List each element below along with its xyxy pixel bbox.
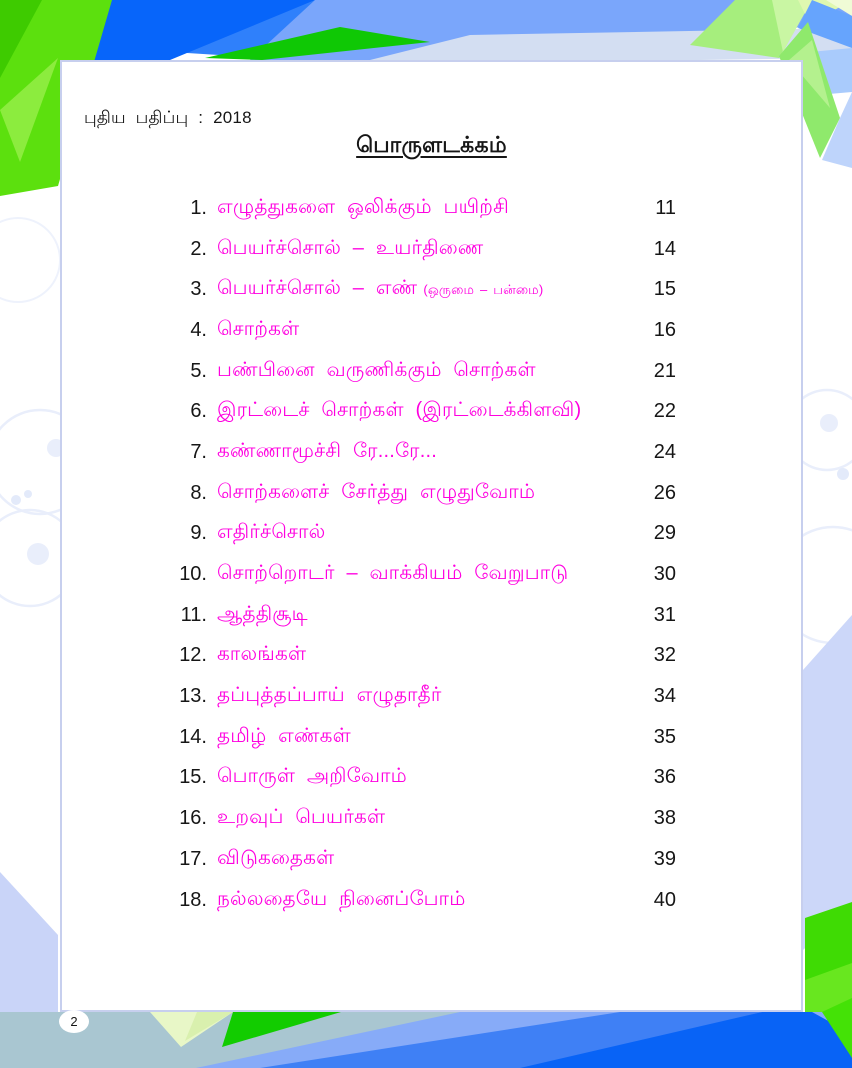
toc-row: 4. சொற்கள் 16 [169, 310, 676, 351]
toc-item-title: காலங்கள் [217, 643, 307, 666]
toc-row: 15. பொருள் அறிவோம் 36 [169, 758, 676, 799]
toc-row: 17. விடுகதைகள் 39 [169, 839, 676, 880]
toc-item-page-number: 40 [653, 888, 676, 911]
toc-item-page-number: 31 [653, 603, 676, 626]
toc-item-title: இரட்டைச் சொற்கள் (இரட்டைக்கிளவி) [217, 399, 582, 422]
toc-item-number: 13. [179, 685, 207, 708]
toc-row: 12. காலங்கள் 32 [169, 636, 676, 677]
toc-item-page-number: 22 [653, 400, 676, 423]
toc-row: 10. சொற்றொடர் – வாக்கியம் வேறுபாடு 30 [169, 554, 676, 595]
toc-item-number: 3. [190, 278, 207, 301]
toc-row: 6. இரட்டைச் சொற்கள் (இரட்டைக்கிளவி) 22 [169, 391, 676, 432]
edition-note: புதிய பதிப்பு : 2018 [84, 108, 252, 127]
toc-item-page-number: 21 [653, 359, 676, 382]
page-number-badge: 2 [59, 1010, 89, 1033]
toc-item-title: தப்புத்தப்பாய் எழுதாதீர் [217, 684, 442, 707]
toc-item-number: 15. [179, 766, 207, 789]
toc-item-page-number: 39 [653, 847, 676, 870]
toc-item-page-number: 34 [653, 685, 676, 708]
toc-item-title: எதிர்ச்சொல் [217, 521, 326, 544]
toc-item-title: பொருள் அறிவோம் [217, 765, 407, 788]
toc-item-page-number: 16 [653, 318, 676, 341]
toc-item-page-number: 29 [653, 522, 676, 545]
toc-item-number: 18. [179, 888, 207, 911]
toc-item-number: 17. [179, 847, 207, 870]
toc-item-page-number: 11 [655, 196, 676, 219]
toc-item-page-number: 30 [653, 563, 676, 586]
toc-item-title: சொற்கள் [217, 317, 300, 340]
toc-item-title: ஆத்திசூடி [217, 602, 308, 625]
toc-item-title: விடுகதைகள் [217, 846, 335, 869]
toc-item-number: 16. [179, 807, 207, 830]
content-panel: புதிய பதிப்பு : 2018 பொருளடக்கம் 1. எழுத… [60, 60, 803, 1012]
toc-row: 9. எதிர்ச்சொல் 29 [169, 514, 676, 555]
toc-item-number: 1. [190, 196, 207, 219]
toc-item-number: 12. [179, 644, 207, 667]
toc-item-title: தமிழ் எண்கள் [217, 724, 351, 747]
toc-item-page-number: 38 [653, 807, 676, 830]
toc-item-page-number: 36 [653, 766, 676, 789]
toc-row: 5. பண்பினை வருணிக்கும் சொற்கள் 21 [169, 351, 676, 392]
toc-item-number: 2. [190, 237, 207, 260]
toc-item-title: நல்லதையே நினைப்போம் [217, 887, 466, 910]
toc-item-page-number: 26 [653, 481, 676, 504]
toc-item-title: சொற்றொடர் – வாக்கியம் வேறுபாடு [217, 562, 569, 585]
table-of-contents: 1. எழுத்துகளை ஒலிக்கும் பயிற்சி 11 2. பெ… [169, 188, 676, 920]
toc-item-page-number: 32 [653, 644, 676, 667]
toc-item-number: 10. [179, 563, 207, 586]
toc-item-number: 4. [190, 318, 207, 341]
toc-item-number: 7. [190, 440, 207, 463]
contents-heading-wrap: பொருளடக்கம் [62, 132, 801, 161]
contents-heading: பொருளடக்கம் [356, 132, 507, 157]
toc-item-number: 5. [190, 359, 207, 382]
toc-row: 3. பெயர்ச்சொல் – எண் (ஒருமை – பன்மை) 15 [169, 269, 676, 310]
toc-item-title: எழுத்துகளை ஒலிக்கும் பயிற்சி [217, 195, 509, 218]
toc-item-number: 9. [190, 522, 207, 545]
toc-row: 8. சொற்களைச் சேர்த்து எழுதுவோம் 26 [169, 473, 676, 514]
toc-item-title: சொற்களைச் சேர்த்து எழுதுவோம் [217, 480, 536, 503]
toc-item-title: பெயர்ச்சொல் – உயர்திணை [217, 236, 484, 259]
toc-item-title: பெயர்ச்சொல் – எண் (ஒருமை – பன்மை) [217, 277, 544, 300]
toc-item-title: கண்ணாமூச்சி ரே...ரே... [217, 439, 437, 462]
toc-item-page-number: 14 [653, 237, 676, 260]
toc-item-page-number: 35 [653, 725, 676, 748]
toc-row: 1. எழுத்துகளை ஒலிக்கும் பயிற்சி 11 [169, 188, 676, 229]
toc-item-title: பண்பினை வருணிக்கும் சொற்கள் [217, 358, 536, 381]
toc-item-number: 6. [190, 400, 207, 423]
toc-row: 18. நல்லதையே நினைப்போம் 40 [169, 880, 676, 921]
toc-row: 11. ஆத்திசூடி 31 [169, 595, 676, 636]
toc-item-title: உறவுப் பெயர்கள் [217, 806, 386, 829]
toc-row: 7. கண்ணாமூச்சி ரே...ரே... 24 [169, 432, 676, 473]
toc-item-page-number: 24 [653, 440, 676, 463]
toc-item-subtitle: (ஒருமை – பன்மை) [423, 282, 544, 298]
toc-row: 2. பெயர்ச்சொல் – உயர்திணை 14 [169, 229, 676, 270]
toc-item-page-number: 15 [653, 278, 676, 301]
toc-row: 16. உறவுப் பெயர்கள் 38 [169, 798, 676, 839]
toc-item-number: 8. [190, 481, 207, 504]
toc-row: 14. தமிழ் எண்கள் 35 [169, 717, 676, 758]
toc-item-number: 14. [179, 725, 207, 748]
toc-row: 13. தப்புத்தப்பாய் எழுதாதீர் 34 [169, 676, 676, 717]
toc-item-number: 11. [180, 603, 207, 626]
